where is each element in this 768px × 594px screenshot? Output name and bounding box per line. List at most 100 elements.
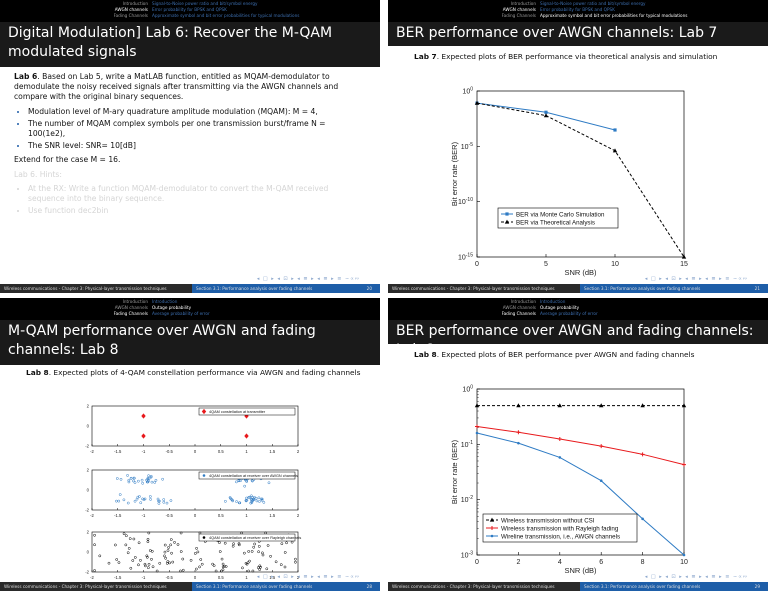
- y-tick-label: -2: [85, 508, 89, 513]
- y-tick-label: 2: [87, 468, 90, 473]
- nav-item[interactable]: Introduction: [122, 1, 148, 6]
- data-point: [179, 531, 183, 535]
- x-tick-label: 0: [194, 449, 197, 454]
- nav-item[interactable]: Signal-to-Noise power ratio and bit/symb…: [152, 1, 258, 6]
- data-point: [163, 543, 167, 547]
- footer-chapter: Wireless communications - Chapter 3: Phy…: [0, 284, 192, 293]
- data-point: [221, 562, 225, 566]
- nav-item[interactable]: Fading Channels: [501, 311, 536, 316]
- data-point: [224, 565, 228, 568]
- nav-item[interactable]: Average probability of error: [540, 311, 598, 316]
- data-point: [265, 567, 269, 571]
- data-point: [128, 537, 132, 540]
- footer: Wireless communications - Chapter 3: Phy…: [388, 582, 768, 591]
- nav-item[interactable]: Introduction: [122, 299, 148, 304]
- data-point: [262, 501, 266, 504]
- y-tick-label: 100: [462, 87, 473, 96]
- y-tick-label: 10-2: [461, 495, 473, 504]
- nav-item[interactable]: Approximate symbol and bit error probabi…: [540, 13, 688, 18]
- nav-item[interactable]: AWGN channels: [502, 7, 536, 12]
- slide-lab8-constellation: Introduction AWGN channels Fading Channe…: [0, 298, 380, 591]
- nav-item[interactable]: Outage probability: [152, 305, 192, 310]
- series-line: [476, 102, 685, 258]
- data-point: [115, 499, 118, 503]
- legend-box: [198, 407, 296, 416]
- legend-box: [482, 513, 638, 543]
- slide-title: BER performance over AWGN and fading cha…: [388, 320, 768, 358]
- data-point: [235, 480, 238, 484]
- data-point: [127, 547, 131, 550]
- data-point: [162, 500, 166, 504]
- nav-item[interactable]: Signal-to-Noise power ratio and bit/symb…: [540, 1, 646, 6]
- data-point: [124, 543, 128, 547]
- section-nav: Introduction AWGN channels Fading Channe…: [502, 299, 536, 317]
- footer-section: Section 3.1: Performance analysis over f…: [192, 284, 380, 293]
- data-point: [237, 542, 241, 545]
- subsection-nav: Introduction Outage probability Average …: [152, 299, 210, 317]
- slide-lab6: Introduction AWGN channels Fading Channe…: [0, 0, 380, 293]
- data-point: [294, 560, 297, 564]
- nav-item[interactable]: Introduction: [540, 299, 566, 304]
- data-point: [137, 479, 140, 483]
- lab-label: Lab 8: [26, 368, 49, 377]
- y-tick-label: 100: [462, 385, 473, 394]
- nav-item[interactable]: Outage probability: [540, 305, 580, 310]
- nav-item[interactable]: Introduction: [510, 1, 536, 6]
- data-point: [257, 544, 261, 548]
- data-point: [181, 557, 185, 561]
- nav-item[interactable]: Average probability of error: [152, 311, 210, 316]
- nav-item[interactable]: Fading Channels: [113, 13, 148, 18]
- beamer-nav-icons[interactable]: ◂ □ ▸ ◂ ⊡ ▸ ◂ ≣ ▸ ◂ ≣ ▸ ≡ ∽∝∾: [256, 276, 360, 282]
- data-point: [139, 558, 142, 562]
- data-point: [119, 477, 123, 481]
- legend-label: 4QAM constellation at receiver over Rayl…: [209, 536, 301, 540]
- x-tick-label: -0.5: [166, 513, 174, 518]
- data-point: [141, 481, 144, 485]
- data-point: [122, 498, 126, 502]
- data-point: [168, 561, 171, 565]
- footer-section-text: Section 3.1: Performance analysis over f…: [584, 286, 701, 291]
- data-point: [599, 444, 604, 449]
- data-point: [176, 543, 180, 546]
- data-point: [230, 498, 234, 501]
- data-point: [133, 556, 137, 559]
- data-point: [141, 433, 146, 439]
- data-point: [517, 441, 520, 445]
- beamer-nav-icons[interactable]: ◂ □ ▸ ◂ ⊡ ▸ ◂ ≣ ▸ ◂ ≣ ▸ ≡ ∽∝∾: [256, 574, 360, 580]
- data-point: [475, 431, 479, 435]
- data-point: [223, 541, 227, 545]
- data-point: [147, 562, 151, 566]
- nav-item[interactable]: AWGN channels: [502, 305, 536, 310]
- x-tick-label: 1.5: [269, 513, 275, 518]
- footer-chapter: Wireless communications - Chapter 3: Phy…: [388, 284, 580, 293]
- nav-item[interactable]: Error probability for BPSK and QPSK: [540, 7, 615, 12]
- ber-awgn-chart: 0 5 10 15 100 10-5 10-10 10-15 SNR (dB) Bit error…: [450, 87, 688, 278]
- beamer-nav-icons[interactable]: ◂ □ ▸ ◂ ⊡ ▸ ◂ ≣ ▸ ◂ ≣ ▸ ≡ ∽∝∾: [644, 574, 748, 580]
- data-point: [202, 474, 206, 477]
- nav-item[interactable]: Approximate symbol and bit error probabi…: [152, 13, 300, 18]
- nav-item[interactable]: AWGN channels: [114, 305, 148, 310]
- data-point: [682, 553, 686, 557]
- data-point: [179, 550, 183, 553]
- nav-item[interactable]: Fading Channels: [113, 311, 148, 316]
- data-point: [260, 498, 264, 502]
- extend-text: Extend for the case M = 16.: [14, 155, 121, 165]
- nav-item[interactable]: AWGN channels: [114, 7, 148, 12]
- data-point: [239, 479, 242, 482]
- y-tick-label: 0: [87, 424, 90, 429]
- data-point: [599, 479, 603, 483]
- beamer-nav-icons[interactable]: ◂ □ ▸ ◂ ⊡ ▸ ◂ ≣ ▸ ◂ ≣ ▸ ≡ ∽∝∾: [644, 276, 748, 282]
- y-tick-label: 10-15: [458, 253, 473, 262]
- data-point: [245, 498, 249, 502]
- nav-item[interactable]: Introduction: [152, 299, 178, 304]
- nav-item[interactable]: Fading Channels: [501, 13, 536, 18]
- x-tick-label: 6: [599, 559, 603, 566]
- data-point: [248, 559, 251, 563]
- data-point: [557, 403, 562, 408]
- section-nav: Introduction AWGN channels Fading Channe…: [114, 1, 148, 19]
- x-tick-label: 1: [245, 575, 248, 580]
- x-tick-label: 2: [297, 575, 300, 580]
- nav-item[interactable]: Introduction: [510, 299, 536, 304]
- legend-box: [497, 207, 619, 229]
- nav-item[interactable]: Error probability for BPSK and QPSK: [152, 7, 227, 12]
